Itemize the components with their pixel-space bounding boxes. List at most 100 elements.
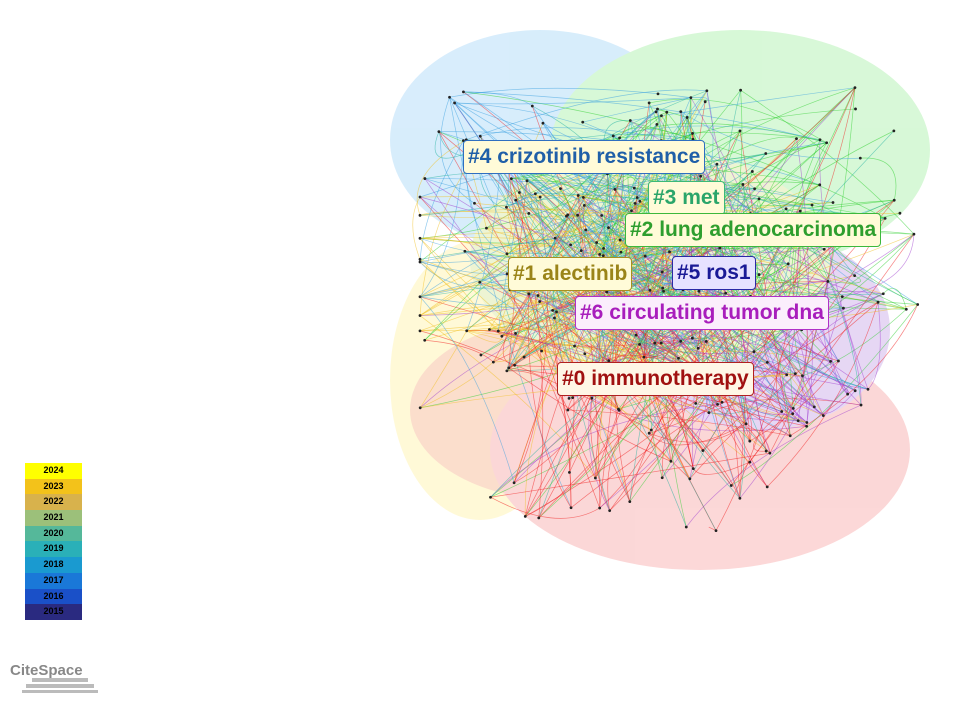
edge xyxy=(419,238,503,337)
node xyxy=(753,187,757,191)
node xyxy=(418,195,422,199)
edge xyxy=(708,526,717,531)
node xyxy=(904,307,908,311)
edge xyxy=(685,404,862,528)
node xyxy=(883,216,887,220)
edge xyxy=(419,330,468,408)
node xyxy=(488,328,491,331)
node xyxy=(611,134,615,138)
node xyxy=(418,260,422,264)
edge xyxy=(513,283,548,483)
node xyxy=(437,130,441,134)
node xyxy=(793,372,797,376)
node xyxy=(739,88,743,92)
edge xyxy=(827,275,861,284)
node xyxy=(679,339,683,343)
node xyxy=(653,341,657,345)
edge xyxy=(489,184,820,330)
node xyxy=(859,403,863,407)
node xyxy=(590,396,594,400)
node xyxy=(448,95,451,99)
node xyxy=(765,485,769,489)
node xyxy=(608,509,612,513)
legend-year: 2022 xyxy=(25,494,82,511)
legend-year: 2023 xyxy=(25,478,82,495)
legend-year: 2017 xyxy=(25,572,82,589)
edge xyxy=(692,133,791,436)
legend-year: 2015 xyxy=(25,604,82,620)
node xyxy=(892,129,896,133)
node xyxy=(647,431,651,435)
edge xyxy=(788,142,827,409)
edge xyxy=(454,97,691,105)
node xyxy=(485,226,488,230)
logo-mark xyxy=(22,678,98,693)
node xyxy=(619,250,623,254)
node xyxy=(628,500,632,504)
node xyxy=(791,412,795,416)
node xyxy=(567,396,571,400)
edge xyxy=(577,214,683,284)
edge xyxy=(661,210,801,478)
node xyxy=(601,254,605,258)
node xyxy=(473,201,476,205)
node xyxy=(598,506,602,510)
node xyxy=(690,336,694,340)
node xyxy=(660,476,664,480)
node xyxy=(465,329,469,333)
edge xyxy=(793,210,801,213)
edge xyxy=(595,142,827,396)
node xyxy=(788,434,792,438)
node xyxy=(505,205,508,209)
edge xyxy=(749,233,915,463)
node xyxy=(825,141,829,145)
node xyxy=(853,389,857,393)
node xyxy=(595,241,599,244)
edge xyxy=(637,272,663,291)
node xyxy=(418,257,422,261)
edge xyxy=(614,189,650,358)
edge xyxy=(692,461,750,475)
node xyxy=(576,213,579,217)
node xyxy=(660,270,664,274)
edge xyxy=(514,327,682,367)
node xyxy=(662,289,665,293)
node xyxy=(818,138,822,142)
node xyxy=(842,306,845,310)
node xyxy=(489,495,492,499)
edge xyxy=(660,136,797,193)
edge xyxy=(489,291,539,330)
edge xyxy=(466,89,707,141)
cluster-label: #3 met xyxy=(648,181,725,215)
node xyxy=(831,201,835,204)
node xyxy=(600,214,604,217)
node xyxy=(584,228,588,232)
node xyxy=(738,129,742,133)
node xyxy=(812,405,816,409)
node xyxy=(418,295,422,299)
node xyxy=(818,183,822,187)
edge xyxy=(508,367,672,462)
node xyxy=(668,250,671,254)
node xyxy=(525,179,529,183)
node xyxy=(714,529,718,533)
edge xyxy=(582,121,879,303)
edge xyxy=(489,329,699,351)
node xyxy=(605,290,609,294)
edge xyxy=(762,323,808,423)
node xyxy=(559,187,562,191)
node xyxy=(418,406,422,410)
node xyxy=(738,496,742,500)
edge xyxy=(412,196,421,260)
node xyxy=(505,252,509,256)
node xyxy=(801,374,804,378)
node xyxy=(540,349,543,353)
node xyxy=(514,332,517,335)
node xyxy=(744,422,748,426)
edge xyxy=(792,87,856,409)
edge xyxy=(454,102,614,137)
node xyxy=(568,470,571,474)
edge xyxy=(744,293,884,393)
node xyxy=(805,424,809,428)
